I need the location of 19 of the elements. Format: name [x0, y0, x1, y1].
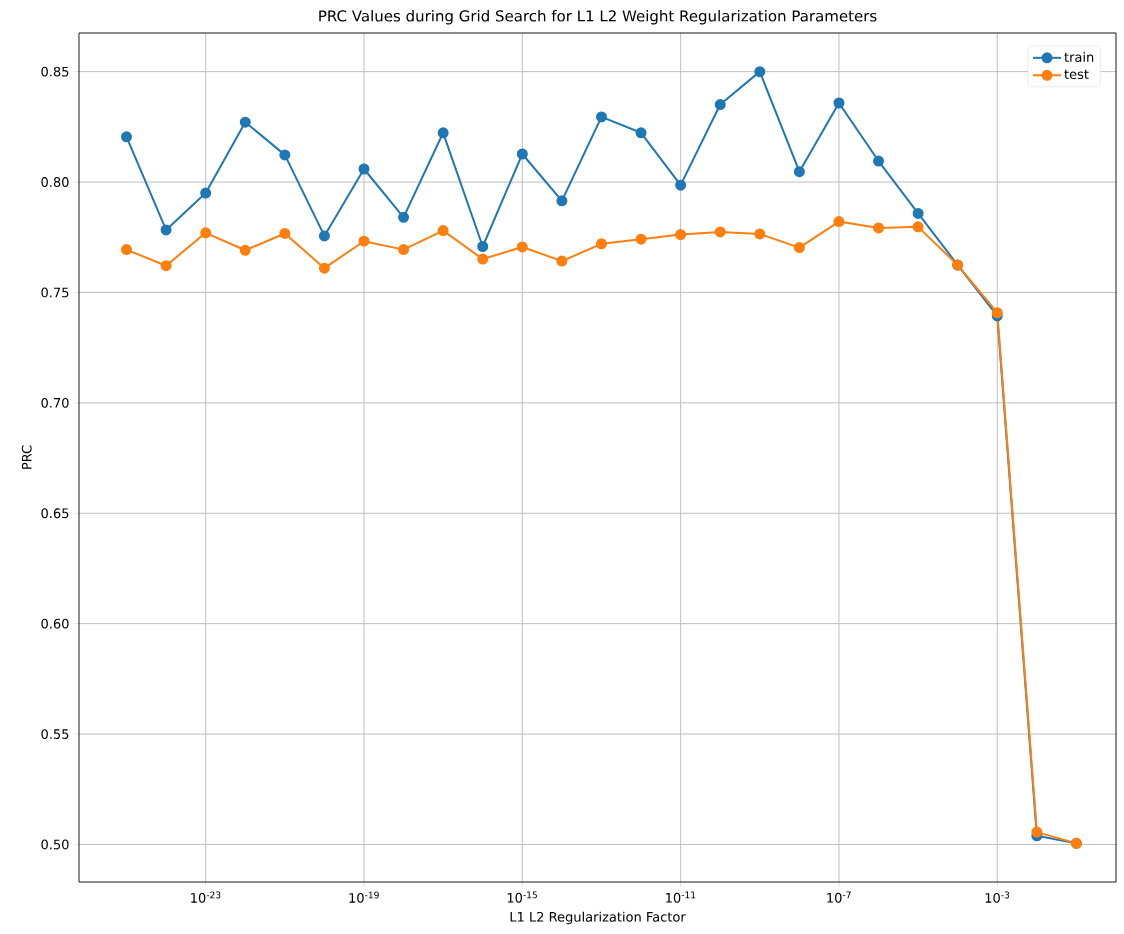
chart-title: PRC Values during Grid Search for L1 L2 Weight Regularization Parameters	[319, 9, 877, 25]
x-tick-label: 10$^{-19}$	[349, 891, 379, 903]
x-tick-label: 10$^{-7}$	[827, 891, 851, 903]
y-tick-label: 0.60	[41, 618, 69, 629]
x-tick-label: 10$^{-11}$	[666, 891, 696, 903]
legend-label: test	[1064, 69, 1089, 80]
legend-label: train	[1064, 51, 1094, 62]
y-tick-label: 0.85	[41, 66, 69, 77]
x-tick-label: 10$^{-15}$	[507, 891, 537, 903]
y-tick-label: 0.65	[41, 508, 69, 519]
y-tick-label: 0.55	[41, 729, 69, 739]
x-tick-label: 10$^{-3}$	[985, 891, 1010, 903]
y-axis-title: PRC	[21, 445, 32, 469]
x-tick-label: 10$^{-23}$	[191, 891, 221, 903]
y-tick-label: 0.80	[41, 177, 69, 187]
y-tick-label: 0.70	[41, 397, 69, 408]
x-axis-title: L1 L2 Regularization Factor	[510, 911, 686, 925]
y-tick-label: 0.50	[41, 839, 69, 850]
y-tick-label: 0.75	[41, 287, 69, 298]
